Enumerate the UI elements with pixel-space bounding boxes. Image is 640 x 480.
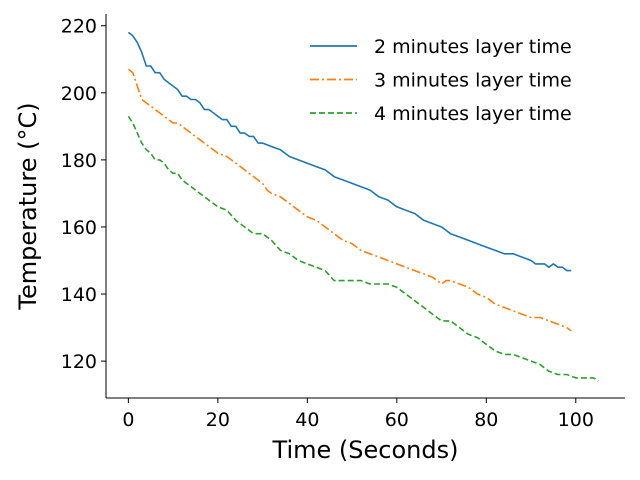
axes	[105, 14, 625, 399]
y-tick-label-140: 140	[61, 284, 97, 306]
series-line-3	[127, 115, 599, 382]
y-tick-label-180: 180	[61, 150, 97, 172]
x-tick-label-100: 100	[558, 409, 594, 431]
series-line-1	[127, 31, 572, 272]
legend-label-1: 2 minutes layer time	[374, 36, 572, 58]
x-tick-label-20: 20	[206, 409, 230, 431]
x-tick-label-0: 0	[122, 409, 134, 431]
x-tick-label-60: 60	[385, 409, 409, 431]
x-axis-title: Time (Seconds)	[272, 436, 459, 464]
y-axis-title: Temperature (°C)	[14, 102, 42, 310]
legend-label-2: 3 minutes layer time	[374, 70, 572, 92]
plot-lines	[127, 31, 599, 382]
y-tick-label-200: 200	[61, 83, 97, 105]
x-tick-label-40: 40	[295, 409, 319, 431]
y-tick-label-120: 120	[61, 351, 97, 373]
legend-label-3: 4 minutes layer time	[374, 103, 572, 125]
series-line-2	[127, 68, 572, 332]
y-tick-label-160: 160	[61, 217, 97, 239]
y-tick-label-220: 220	[61, 16, 97, 38]
ticks: 0 20 40 60 80 100 120 140 160 180 200 220	[61, 16, 594, 431]
legend: 2 minutes layer time 3 minutes layer time…	[310, 36, 572, 125]
x-tick-label-80: 80	[474, 409, 498, 431]
